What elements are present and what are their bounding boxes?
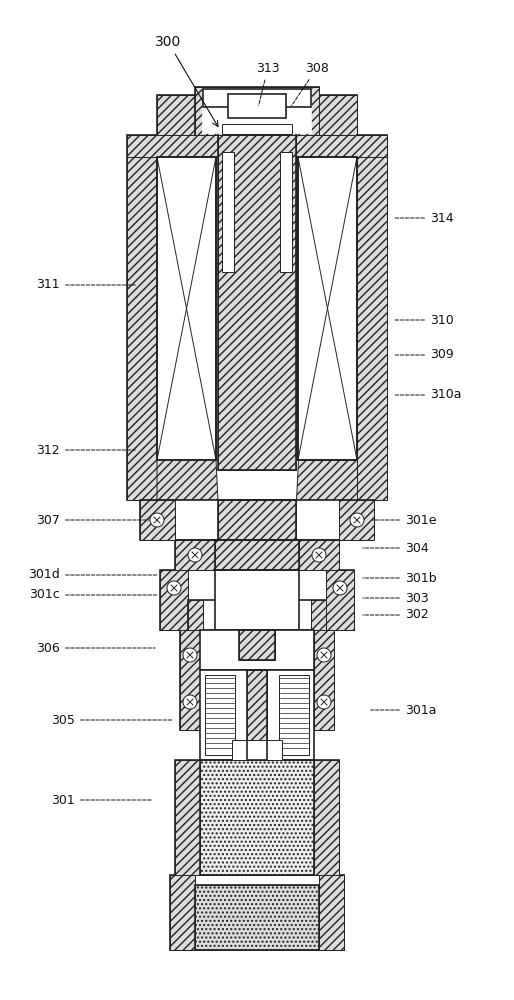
Bar <box>195 87 319 135</box>
Bar <box>188 600 326 630</box>
Bar <box>314 760 339 875</box>
Bar <box>239 630 275 660</box>
Bar <box>299 540 339 570</box>
Circle shape <box>350 513 364 527</box>
Text: 301d: 301d <box>28 568 157 582</box>
Bar <box>357 135 387 500</box>
Bar <box>180 630 200 730</box>
Text: 306: 306 <box>36 642 155 654</box>
Text: 301c: 301c <box>29 588 157 601</box>
Bar <box>200 760 314 875</box>
Bar <box>239 630 275 660</box>
Text: 304: 304 <box>363 542 429 554</box>
Bar <box>157 157 216 460</box>
Text: 312: 312 <box>36 444 135 456</box>
Bar <box>319 875 344 950</box>
Bar <box>218 88 296 470</box>
Bar <box>247 670 267 760</box>
Bar <box>215 540 299 570</box>
Text: 314: 314 <box>395 212 454 225</box>
Bar <box>175 760 200 875</box>
Text: 309: 309 <box>395 349 454 361</box>
Bar <box>222 92 292 124</box>
Circle shape <box>317 648 331 662</box>
Bar <box>157 157 216 460</box>
Circle shape <box>312 548 326 562</box>
Bar <box>218 500 296 540</box>
Bar <box>314 630 334 730</box>
Bar <box>195 885 319 950</box>
Bar <box>228 94 286 118</box>
Text: 303: 303 <box>363 591 429 604</box>
Bar <box>127 135 387 157</box>
Bar <box>127 135 157 500</box>
Text: 308: 308 <box>291 62 329 106</box>
Text: 301a: 301a <box>371 704 436 716</box>
Bar <box>232 740 282 760</box>
Bar <box>175 760 339 875</box>
Bar <box>203 89 311 107</box>
Bar <box>222 152 234 272</box>
Circle shape <box>183 695 197 709</box>
Text: 311: 311 <box>36 278 135 292</box>
Text: 310: 310 <box>395 314 454 326</box>
Bar <box>215 540 299 570</box>
Polygon shape <box>157 460 218 500</box>
Bar <box>157 95 195 135</box>
Bar <box>279 675 309 755</box>
Text: 301e: 301e <box>373 514 436 526</box>
Circle shape <box>150 513 164 527</box>
Text: 307: 307 <box>36 514 149 526</box>
Text: 305: 305 <box>51 714 172 726</box>
Bar <box>170 875 195 950</box>
Bar <box>218 500 296 540</box>
Bar <box>298 157 357 460</box>
Bar <box>218 88 296 470</box>
Circle shape <box>188 548 202 562</box>
Bar <box>222 124 292 134</box>
Polygon shape <box>296 460 357 500</box>
Bar <box>200 670 314 760</box>
Circle shape <box>317 695 331 709</box>
Circle shape <box>167 581 181 595</box>
Text: 300: 300 <box>155 35 218 127</box>
Bar <box>175 540 339 570</box>
Bar <box>311 600 326 630</box>
Bar <box>200 630 314 670</box>
Text: 302: 302 <box>363 608 429 621</box>
Bar <box>195 87 319 135</box>
Bar <box>298 157 357 460</box>
Bar <box>195 885 319 950</box>
Bar <box>140 500 374 540</box>
Circle shape <box>183 648 197 662</box>
Text: 301b: 301b <box>363 572 436 584</box>
Bar <box>157 95 357 135</box>
Bar <box>339 500 374 540</box>
Bar <box>160 570 188 630</box>
Text: 310a: 310a <box>395 388 462 401</box>
Bar <box>160 570 354 630</box>
Bar <box>188 600 203 630</box>
Bar <box>215 570 299 630</box>
Bar <box>140 500 175 540</box>
Bar <box>280 152 292 272</box>
Bar <box>205 675 235 755</box>
Circle shape <box>333 581 347 595</box>
Bar <box>200 760 314 875</box>
Bar <box>170 875 344 950</box>
Bar <box>203 89 311 133</box>
Bar <box>180 630 334 730</box>
Bar <box>319 95 357 135</box>
Bar <box>326 570 354 630</box>
Bar <box>247 670 267 760</box>
Bar <box>127 135 387 500</box>
Bar <box>175 540 215 570</box>
Text: 301: 301 <box>51 794 152 806</box>
Text: 313: 313 <box>256 62 280 105</box>
